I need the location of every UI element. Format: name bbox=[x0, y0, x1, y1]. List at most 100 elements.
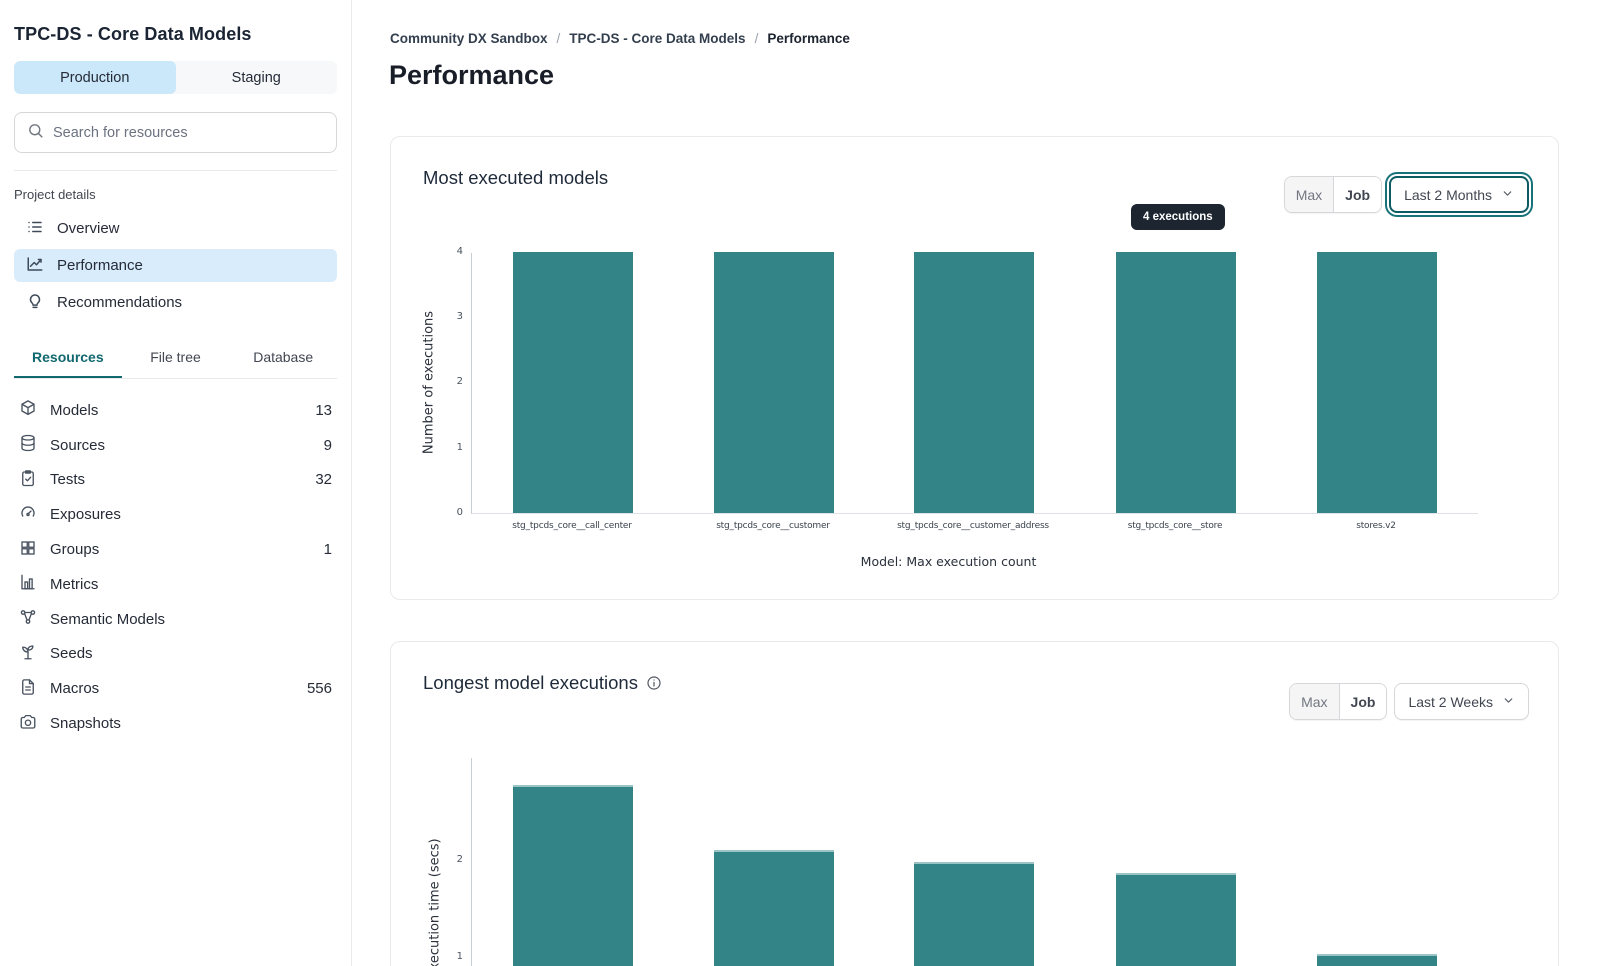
bar[interactable] bbox=[714, 252, 834, 513]
y-tick: 1 bbox=[456, 951, 463, 962]
sidebar-item-tests[interactable]: Tests 32 bbox=[14, 463, 337, 498]
x-tick-label: stg_tpcds_core__store bbox=[1127, 521, 1223, 531]
tab-staging[interactable]: Staging bbox=[231, 69, 281, 86]
search-box[interactable] bbox=[14, 112, 337, 153]
resource-label: Semantic Models bbox=[50, 610, 166, 628]
breadcrumb-item[interactable]: Community DX Sandbox bbox=[390, 31, 548, 46]
time-range-dropdown[interactable]: Last 2 Weeks bbox=[1394, 683, 1529, 720]
resource-count: 1 bbox=[323, 541, 332, 559]
chart-controls: Max Job Last 2 Weeks bbox=[1289, 683, 1529, 720]
bar[interactable] bbox=[1317, 953, 1437, 966]
environment-tabs: Production Staging bbox=[14, 61, 337, 94]
chevron-down-icon bbox=[1501, 187, 1514, 203]
tab-resources[interactable]: Resources bbox=[14, 341, 122, 378]
sidebar-item-seeds[interactable]: Seeds bbox=[14, 637, 337, 672]
bar[interactable] bbox=[914, 252, 1034, 513]
grid-icon bbox=[19, 539, 37, 561]
tab-file-tree[interactable]: File tree bbox=[150, 349, 201, 365]
network-icon bbox=[19, 608, 37, 630]
x-tick-label: stg_tpcds_core__customer_address bbox=[897, 521, 1049, 531]
database-icon bbox=[19, 434, 37, 456]
page-title: Performance bbox=[389, 60, 555, 90]
camera-icon bbox=[19, 713, 37, 735]
bar-chart-plot bbox=[471, 252, 1478, 514]
bar[interactable] bbox=[1116, 252, 1236, 513]
sprout-icon bbox=[19, 643, 37, 665]
job-button[interactable]: Job bbox=[1339, 684, 1387, 719]
x-tick-label: stg_tpcds_core__call_center bbox=[512, 521, 632, 531]
job-button[interactable]: Job bbox=[1334, 177, 1382, 212]
resource-label: Snapshots bbox=[50, 715, 121, 733]
bar[interactable] bbox=[714, 849, 834, 966]
search-input[interactable] bbox=[53, 124, 324, 141]
bar[interactable] bbox=[513, 252, 633, 513]
sidebar-item-label: Performance bbox=[57, 257, 143, 274]
y-tick: 4 bbox=[456, 246, 463, 257]
breadcrumb-separator: / bbox=[754, 31, 759, 46]
tab-production[interactable]: Production bbox=[14, 61, 176, 94]
resource-label: Exposures bbox=[50, 506, 121, 524]
max-job-toggle: Max Job bbox=[1289, 683, 1388, 720]
breadcrumb-item-current: Performance bbox=[767, 31, 850, 46]
resource-label: Seeds bbox=[50, 645, 93, 663]
dropdown-value: Last 2 Weeks bbox=[1408, 693, 1493, 710]
sidebar-item-performance[interactable]: Performance bbox=[14, 249, 337, 282]
sidebar-item-sources[interactable]: Sources 9 bbox=[14, 428, 337, 463]
file-text-icon bbox=[19, 678, 37, 700]
bar[interactable] bbox=[513, 784, 633, 966]
max-job-toggle: Max Job bbox=[1283, 176, 1383, 213]
breadcrumb-item[interactable]: TPC-DS - Core Data Models bbox=[569, 31, 746, 46]
chart-controls: Max Job Last 2 Months bbox=[1283, 176, 1529, 213]
max-button[interactable]: Max bbox=[1284, 177, 1335, 212]
sidebar-item-overview[interactable]: Overview bbox=[14, 212, 337, 245]
most-executed-models-card: Most executed models Max Job Last 2 Mont… bbox=[390, 136, 1559, 600]
resource-label: Tests bbox=[50, 471, 86, 489]
sidebar-item-macros[interactable]: Macros 556 bbox=[14, 671, 337, 706]
main-content: Community DX Sandbox / TPC-DS - Core Dat… bbox=[353, 0, 1621, 966]
resource-label: Sources bbox=[50, 436, 106, 454]
y-tick: 1 bbox=[456, 442, 463, 453]
list-icon bbox=[26, 218, 44, 240]
resource-count: 13 bbox=[315, 401, 332, 419]
breadcrumb: Community DX Sandbox / TPC-DS - Core Dat… bbox=[390, 31, 850, 46]
sidebar-item-recommendations[interactable]: Recommendations bbox=[14, 286, 337, 319]
x-tick-label: stg_tpcds_core__customer bbox=[716, 521, 830, 531]
sidebar-item-models[interactable]: Models 13 bbox=[14, 393, 337, 428]
sidebar-item-groups[interactable]: Groups 1 bbox=[14, 532, 337, 567]
project-nav: Overview Performance Recommendations bbox=[14, 212, 337, 319]
sidebar-item-semantic-models[interactable]: Semantic Models bbox=[14, 602, 337, 637]
sidebar: TPC-DS - Core Data Models Production Sta… bbox=[0, 0, 352, 966]
resource-label: Models bbox=[50, 401, 99, 419]
bar-chart-icon bbox=[19, 573, 37, 595]
sidebar-item-metrics[interactable]: Metrics bbox=[14, 567, 337, 602]
chart-tooltip: 4 executions bbox=[1131, 204, 1225, 230]
sidebar-item-snapshots[interactable]: Snapshots bbox=[14, 706, 337, 741]
bar[interactable] bbox=[1317, 252, 1437, 513]
card-title: Longest model executions bbox=[423, 672, 662, 694]
sidebar-item-exposures[interactable]: Exposures bbox=[14, 497, 337, 532]
bar[interactable] bbox=[914, 862, 1034, 966]
chevron-down-icon bbox=[1502, 694, 1515, 710]
y-tick: 2 bbox=[456, 376, 463, 387]
line-chart-icon bbox=[26, 255, 44, 277]
sidebar-divider bbox=[14, 170, 337, 171]
info-icon[interactable] bbox=[646, 675, 662, 691]
resource-label: Metrics bbox=[50, 575, 99, 593]
max-button[interactable]: Max bbox=[1290, 684, 1340, 719]
resource-label: Groups bbox=[50, 541, 100, 559]
gauge-icon bbox=[19, 504, 37, 526]
dropdown-value: Last 2 Months bbox=[1404, 186, 1492, 203]
resource-count: 556 bbox=[306, 680, 332, 698]
time-range-dropdown[interactable]: Last 2 Months bbox=[1389, 176, 1529, 213]
cube-icon bbox=[19, 399, 37, 421]
y-tick: 2 bbox=[456, 854, 463, 865]
bar[interactable] bbox=[1116, 872, 1236, 966]
longest-model-executions-card: Longest model executions Max Job Last 2 … bbox=[390, 641, 1559, 966]
search-icon bbox=[27, 122, 44, 144]
tab-database[interactable]: Database bbox=[253, 349, 314, 365]
breadcrumb-separator: / bbox=[556, 31, 561, 46]
project-title: TPC-DS - Core Data Models bbox=[14, 24, 252, 44]
y-tick: 3 bbox=[456, 311, 463, 322]
resource-count: 9 bbox=[323, 436, 332, 454]
